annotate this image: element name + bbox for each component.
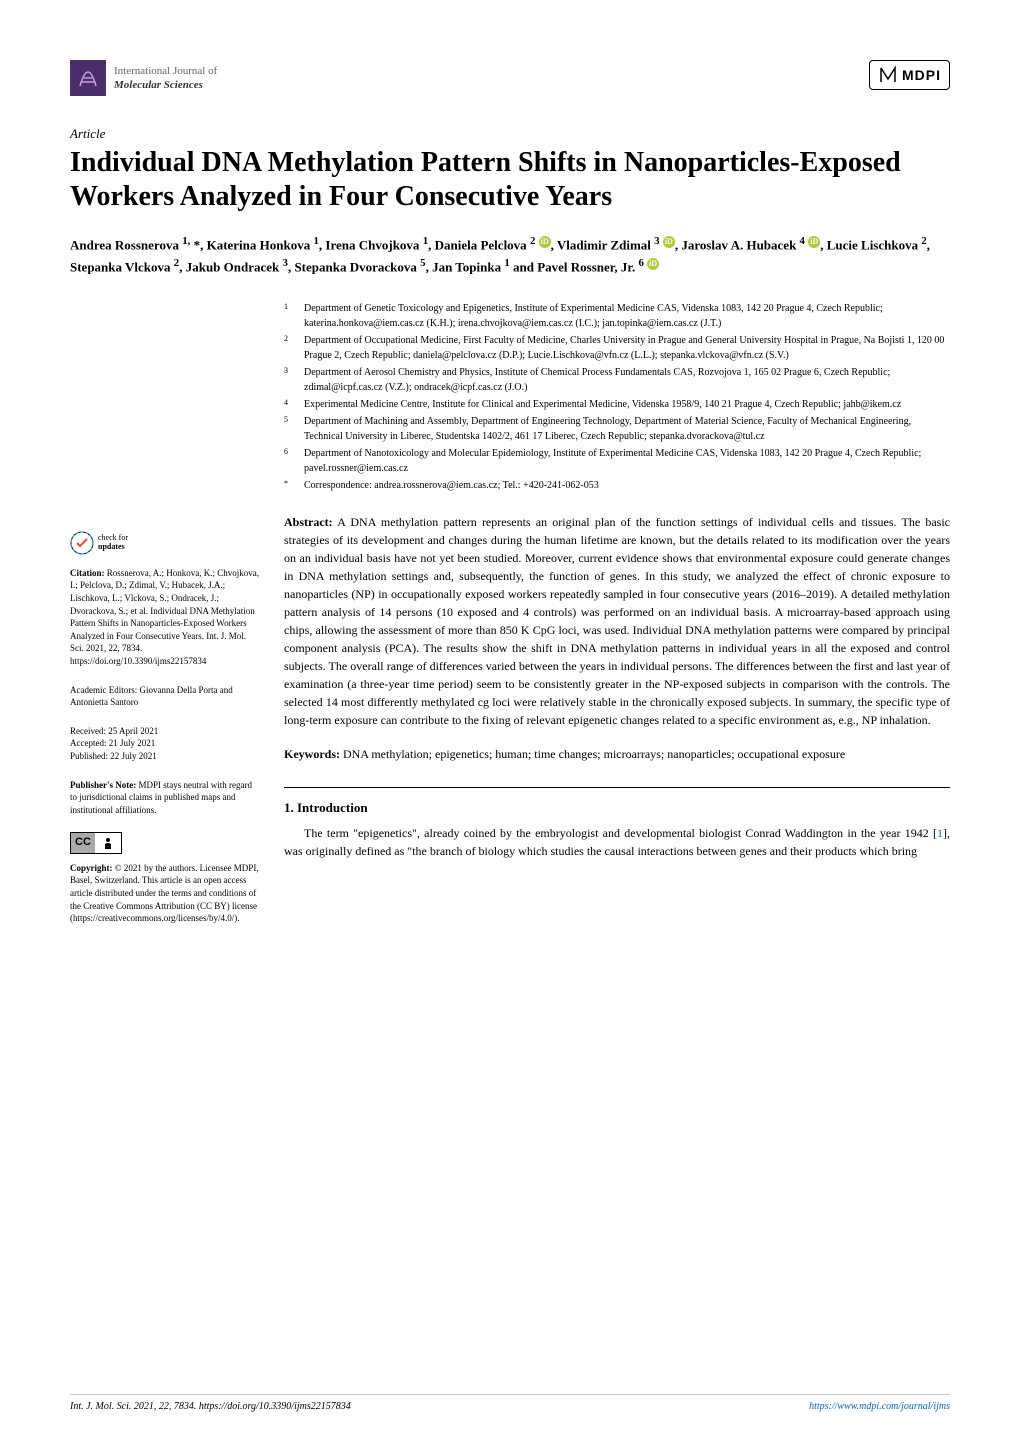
- page-footer: Int. J. Mol. Sci. 2021, 22, 7834. https:…: [70, 1394, 950, 1412]
- affiliation-row: * Correspondence: andrea.rossnerova@iem.c…: [284, 478, 950, 493]
- affiliation-row: 2 Department of Occupational Medicine, Fi…: [284, 333, 950, 363]
- journal-name-line2: Molecular Sciences: [114, 78, 217, 92]
- main-column: 1 Department of Genetic Toxicology and Ep…: [284, 301, 950, 941]
- section-divider: [284, 787, 950, 788]
- abstract-label: Abstract:: [284, 515, 333, 529]
- citation-text: Rossnerova, A.; Honkova, K.; Chvojkova, …: [70, 568, 259, 666]
- authors-list: Andrea Rossnerova 1, *, Katerina Honkova…: [70, 233, 950, 277]
- sidebar: check forupdates Citation: Rossnerova, A…: [70, 301, 260, 941]
- affiliation-number: 6: [284, 446, 296, 476]
- check-updates-badge[interactable]: check forupdates: [70, 531, 260, 555]
- affiliation-row: 3 Department of Aerosol Chemistry and Phy…: [284, 365, 950, 395]
- affiliation-text: Department of Genetic Toxicology and Epi…: [304, 301, 950, 331]
- affiliation-text: Department of Aerosol Chemistry and Phys…: [304, 365, 950, 395]
- affiliation-row: 6 Department of Nanotoxicology and Molecu…: [284, 446, 950, 476]
- section-heading: 1. Introduction: [284, 800, 950, 816]
- dates-block: Received: 25 April 2021 Accepted: 21 Jul…: [70, 725, 260, 763]
- page-header: International Journal of Molecular Scien…: [70, 60, 950, 96]
- editors-block: Academic Editors: Giovanna Della Porta a…: [70, 684, 260, 709]
- cc-license-badge[interactable]: CC: [70, 832, 260, 853]
- affiliation-row: 5 Department of Machining and Assembly, D…: [284, 414, 950, 444]
- affiliation-number: 1: [284, 301, 296, 331]
- publisher-name: MDPI: [902, 67, 941, 83]
- keywords-label: Keywords:: [284, 747, 340, 761]
- citation-block: Citation: Rossnerova, A.; Honkova, K.; C…: [70, 567, 260, 668]
- affiliation-number: 2: [284, 333, 296, 363]
- by-icon: [95, 833, 121, 852]
- article-title: Individual DNA Methylation Pattern Shift…: [70, 146, 950, 213]
- abstract-text: A DNA methylation pattern represents an …: [284, 515, 950, 727]
- publisher-logo: MDPI: [869, 60, 950, 90]
- body-paragraph: The term "epigenetics", already coined b…: [284, 824, 950, 860]
- affiliation-number: 3: [284, 365, 296, 395]
- affiliation-number: 4: [284, 397, 296, 412]
- mdpi-icon: [878, 65, 898, 85]
- keywords: Keywords: DNA methylation; epigenetics; …: [284, 745, 950, 763]
- journal-name: International Journal of Molecular Scien…: [114, 64, 217, 93]
- keywords-text: DNA methylation; epigenetics; human; tim…: [343, 747, 845, 761]
- check-updates-icon: [70, 531, 94, 555]
- affiliation-text: Department of Nanotoxicology and Molecul…: [304, 446, 950, 476]
- affiliations-list: 1 Department of Genetic Toxicology and Ep…: [284, 301, 950, 493]
- affiliation-number: 5: [284, 414, 296, 444]
- footer-right-link[interactable]: https://www.mdpi.com/journal/ijms: [809, 1401, 950, 1412]
- copyright-block: Copyright: © 2021 by the authors. Licens…: [70, 862, 260, 925]
- journal-icon: [70, 60, 106, 96]
- abstract: Abstract: A DNA methylation pattern repr…: [284, 513, 950, 729]
- affiliation-text: Department of Machining and Assembly, De…: [304, 414, 950, 444]
- affiliation-number: *: [284, 478, 296, 493]
- footer-left: Int. J. Mol. Sci. 2021, 22, 7834. https:…: [70, 1401, 351, 1412]
- journal-logo: International Journal of Molecular Scien…: [70, 60, 217, 96]
- publisher-note-label: Publisher's Note:: [70, 780, 136, 790]
- affiliation-row: 1 Department of Genetic Toxicology and Ep…: [284, 301, 950, 331]
- article-type: Article: [70, 126, 950, 142]
- affiliation-text: Correspondence: andrea.rossnerova@iem.ca…: [304, 478, 950, 493]
- publisher-note-block: Publisher's Note: MDPI stays neutral wit…: [70, 779, 260, 817]
- check-updates-label: check forupdates: [98, 534, 128, 552]
- journal-name-line1: International Journal of: [114, 64, 217, 78]
- accepted-date: Accepted: 21 July 2021: [70, 737, 260, 750]
- copyright-label: Copyright:: [70, 863, 113, 873]
- cc-icon: CC: [71, 833, 95, 852]
- published-date: Published: 22 July 2021: [70, 750, 260, 763]
- received-date: Received: 25 April 2021: [70, 725, 260, 738]
- affiliation-row: 4 Experimental Medicine Centre, Institute…: [284, 397, 950, 412]
- editors-label: Academic Editors:: [70, 685, 137, 695]
- citation-label: Citation:: [70, 568, 105, 578]
- affiliation-text: Department of Occupational Medicine, Fir…: [304, 333, 950, 363]
- affiliation-text: Experimental Medicine Centre, Institute …: [304, 397, 950, 412]
